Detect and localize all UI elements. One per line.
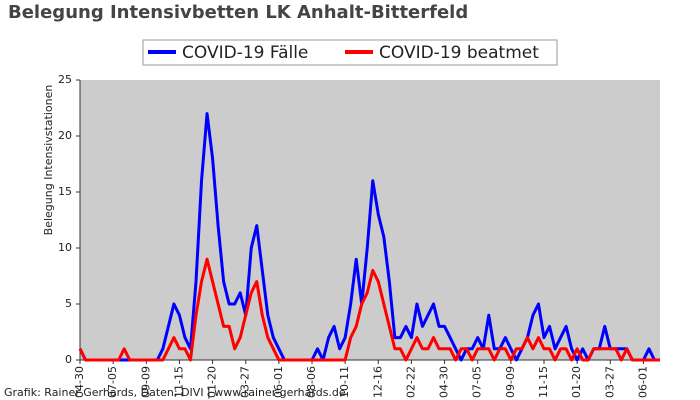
y-tick-label: 25 <box>58 73 72 86</box>
y-tick-label: 15 <box>58 185 72 198</box>
x-tick-label: 09-09 <box>504 366 517 398</box>
x-tick-label: 01-20 <box>570 366 583 398</box>
x-tick-label: 07-05 <box>471 366 484 398</box>
x-tick-label: 03-27 <box>603 366 616 398</box>
y-tick-label: 0 <box>65 353 72 366</box>
x-tick-label: 04-30 <box>73 366 86 398</box>
x-tick-label: 01-20 <box>206 366 219 398</box>
x-tick-label: 04-30 <box>438 366 451 398</box>
x-tick-label: 12-16 <box>371 366 384 398</box>
x-tick-label: 11-15 <box>537 366 550 398</box>
x-tick-label: 08-06 <box>305 366 318 398</box>
x-tick-label: 03-27 <box>239 366 252 398</box>
series-line <box>78 112 660 362</box>
y-tick-label: 10 <box>58 241 72 254</box>
series-line <box>78 257 660 362</box>
chart-title: Belegung Intensivbetten LK Anhalt-Bitter… <box>8 2 468 23</box>
source-note: Grafik: Rainer Gerhards, Daten: DIVI | w… <box>4 386 346 399</box>
x-tick-label: 07-05 <box>106 366 119 398</box>
legend-label: COVID-19 Fälle <box>182 43 308 63</box>
legend-label: COVID-19 beatmet <box>379 43 539 63</box>
x-tick-label: 06-01 <box>272 366 285 398</box>
x-tick-label: 06-01 <box>636 366 649 398</box>
y-axis-label: Belegung Intensivstationen <box>42 85 55 236</box>
x-tick-label: 11-15 <box>172 366 185 398</box>
x-tick-label: 09-09 <box>139 366 152 398</box>
x-tick-label: 02-22 <box>404 366 417 398</box>
x-tick-label: 10-11 <box>338 366 351 398</box>
y-tick-label: 5 <box>65 297 72 310</box>
y-tick-label: 20 <box>58 129 72 142</box>
